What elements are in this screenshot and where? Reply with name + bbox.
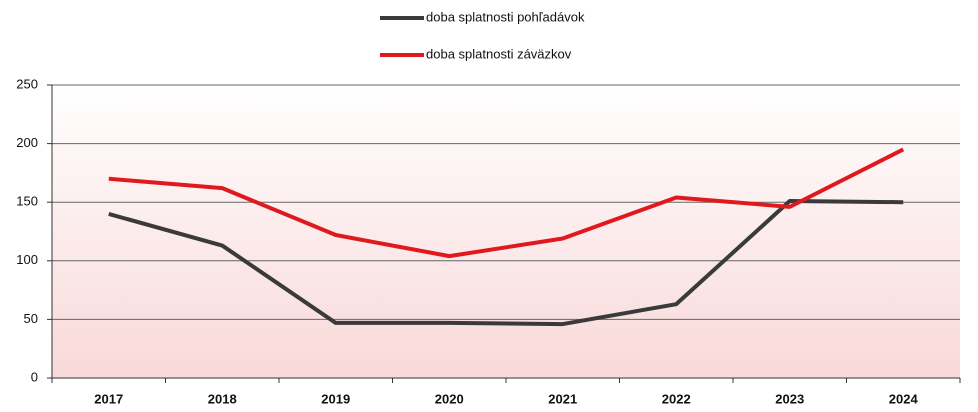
legend-label: doba splatnosti záväzkov [426,46,572,61]
line-series [108,147,905,259]
x-tick-label: 2023 [775,391,804,406]
x-tick-label: 2018 [208,391,237,406]
y-tick-label: 250 [16,76,38,91]
x-tick-label: 2019 [321,391,350,406]
x-tick-label: 2020 [435,391,464,406]
line-series [108,199,904,327]
x-tick-label: 2022 [662,391,691,406]
x-tick-label: 2021 [548,391,577,406]
legend-label: doba splatnosti pohľadávok [426,9,585,24]
y-tick-label: 50 [24,311,38,326]
y-tick-label: 200 [16,135,38,150]
x-tick-label: 2024 [889,391,919,406]
plot-background [52,85,960,378]
x-tick-label: 2017 [94,391,123,406]
y-tick-label: 100 [16,252,38,267]
y-tick-label: 0 [31,369,38,384]
y-tick-label: 150 [16,194,38,209]
